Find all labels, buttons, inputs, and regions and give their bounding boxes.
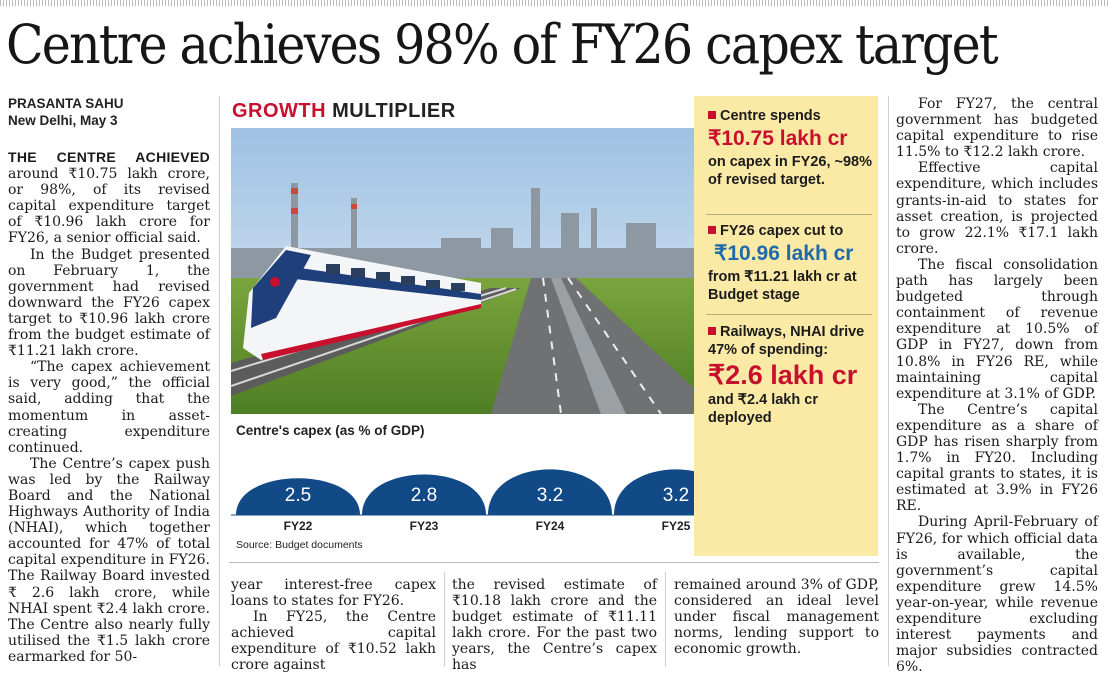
bar-FY23 <box>362 474 486 515</box>
chart-title: Centre's capex (as % of GDP) <box>236 423 425 438</box>
key-facts-panel <box>694 96 878 556</box>
key-fact-2: FY26 capex cut to ₹10.96 lakh cr from ₹1… <box>708 222 878 304</box>
article-paragraph: THE CENTRE ACHIEVED around ₹10.75 lakh c… <box>8 149 210 247</box>
top-rule <box>0 0 1108 6</box>
article-column-2: year interest-free capex loans to states… <box>231 577 436 674</box>
chart-source: Source: Budget documents <box>236 539 363 551</box>
column-divider <box>888 96 889 666</box>
key-fact-label: Railways, NHAI drive 47% of spending: <box>708 324 865 358</box>
data-label: 2.8 <box>411 485 437 506</box>
category-label: FY24 <box>536 519 565 533</box>
article-lead-in: THE CENTRE ACHIEVED <box>8 149 210 165</box>
article-lead-text: around ₹10.75 lakh crore, or 98%, of its… <box>8 166 210 247</box>
bar-FY22 <box>236 478 360 515</box>
article-column-4: remained around 3% of GDP, considered an… <box>674 577 879 657</box>
key-fact-detail: and ₹2.4 lakh cr deployed <box>708 392 818 426</box>
article-paragraph: year interest-free capex loans to states… <box>231 577 436 610</box>
article-paragraph: In FY25, the Centre achieved capital exp… <box>231 609 436 674</box>
bullet-square-icon <box>708 327 716 335</box>
article-column-3: the revised estimate of ₹10.18 lakh cror… <box>452 577 657 674</box>
article-paragraph: remained around 3% of GDP, considered an… <box>674 577 879 658</box>
graphic-title-red: GROWTH <box>232 100 327 122</box>
article-paragraph: For FY27, the central government has bud… <box>896 96 1098 161</box>
article-paragraph: During April-February of FY26, for which… <box>896 514 1098 675</box>
bar-FY24 <box>488 469 612 515</box>
category-label: FY23 <box>410 519 439 533</box>
category-label: FY22 <box>284 519 313 533</box>
key-fact-value: ₹10.96 lakh cr <box>714 242 854 265</box>
key-fact-3: Railways, NHAI drive 47% of spending: ₹2… <box>708 323 878 427</box>
graphic-photo <box>231 128 694 414</box>
key-fact-1: Centre spends ₹10.75 lakh cr on capex in… <box>708 107 878 189</box>
data-label: 3.2 <box>663 485 689 506</box>
panel-divider <box>706 214 872 215</box>
graphic-bottom-rule <box>229 562 879 563</box>
column-divider <box>665 572 666 667</box>
headline: Centre achieves 98% of FY26 capex target <box>6 13 999 76</box>
column-divider <box>444 572 445 667</box>
article-paragraph: The Centre’s capital expenditure as a sh… <box>896 401 1098 515</box>
article-paragraph: Effective capital expenditure, which inc… <box>896 160 1098 257</box>
article-paragraph: In the Budget presented on February 1, t… <box>8 246 210 360</box>
data-label: 3.2 <box>537 485 563 506</box>
panel-divider <box>706 314 872 315</box>
byline: PRASANTA SAHU New Delhi, May 3 <box>8 95 124 129</box>
article-paragraph: The fiscal consolidation path has largel… <box>896 256 1098 402</box>
article-column-1: THE CENTRE ACHIEVED around ₹10.75 lakh c… <box>8 149 210 665</box>
key-fact-value: ₹2.6 lakh cr <box>708 360 858 390</box>
byline-author: PRASANTA SAHU <box>8 96 124 111</box>
graphic-title-dark: MULTIPLIER <box>326 100 456 122</box>
category-label: FY25 <box>662 519 691 533</box>
key-fact-label: Centre spends <box>720 108 821 124</box>
key-fact-detail: on capex in FY26, ~98% of revised target… <box>708 154 873 188</box>
bullet-square-icon <box>708 226 716 234</box>
key-fact-detail: from ₹11.21 lakh cr at Budget stage <box>708 269 857 303</box>
article-paragraph: The Centre’s capex push was led by the R… <box>8 455 210 665</box>
article-column-5: For FY27, the central government has bud… <box>896 96 1098 675</box>
article-paragraph: the revised estimate of ₹10.18 lakh cror… <box>452 577 657 674</box>
train-highway-illustration <box>231 128 694 414</box>
key-fact-label: FY26 capex cut to <box>720 223 844 239</box>
article-paragraph: “The capex achievement is very good,” th… <box>8 359 210 456</box>
key-fact-value: ₹10.75 lakh cr <box>708 127 848 150</box>
column-divider <box>219 96 220 666</box>
graphic-title: GROWTH MULTIPLIER <box>232 100 456 123</box>
bullet-square-icon <box>708 111 716 119</box>
bar-FY25 <box>614 469 694 515</box>
byline-dateline: New Delhi, May 3 <box>8 113 118 128</box>
data-label: 2.5 <box>285 485 311 506</box>
